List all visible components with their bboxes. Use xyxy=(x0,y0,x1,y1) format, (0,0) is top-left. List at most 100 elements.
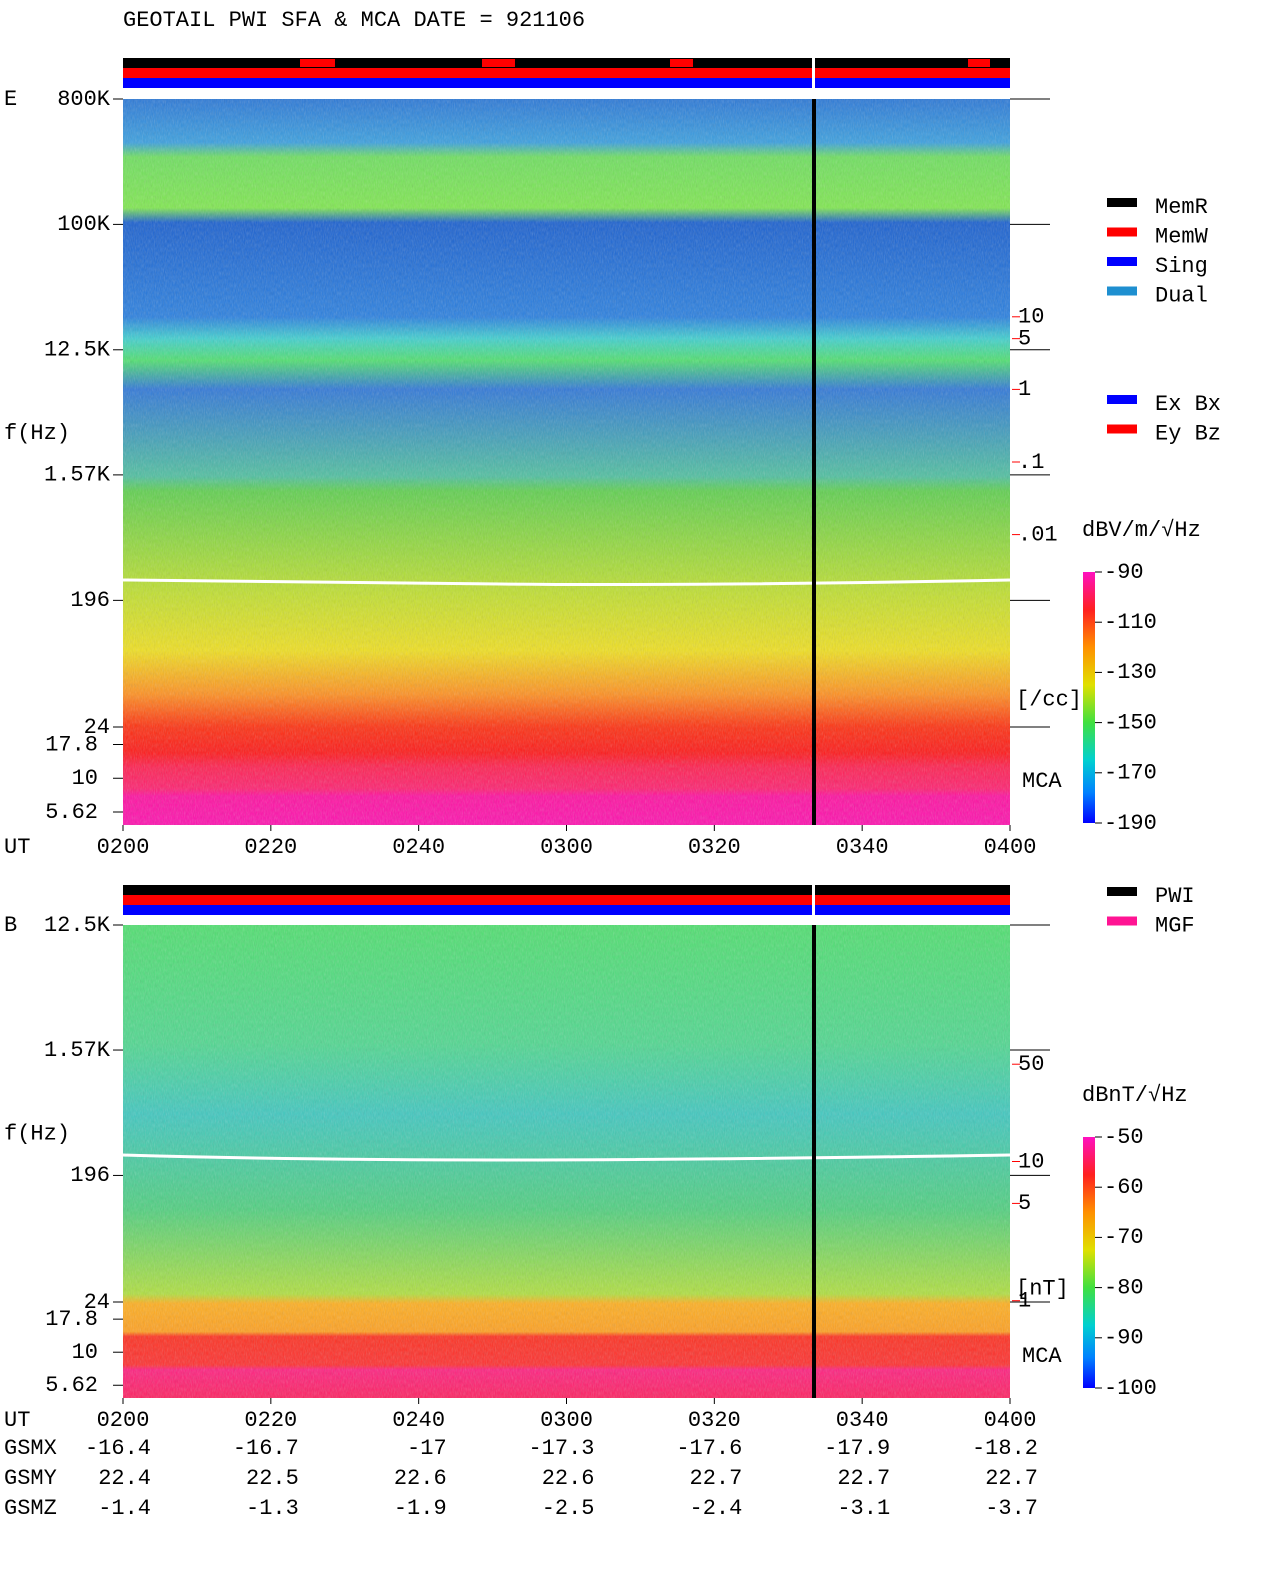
legend-label: PWI xyxy=(1155,884,1195,909)
y-tick-label: 12.5K xyxy=(44,338,111,363)
orbit-value: -1.4 xyxy=(98,1496,151,1521)
x-tick-label: 0340 xyxy=(836,1408,889,1433)
y-tick-label: 800K xyxy=(57,87,111,112)
y2-tick-label: .1 xyxy=(1018,450,1044,475)
colorbar-tick-label: -60 xyxy=(1104,1175,1144,1200)
y-tick-label: 100K xyxy=(57,212,111,237)
y2-tick-label: 10 xyxy=(1018,305,1044,330)
orbit-value: 22.7 xyxy=(690,1466,743,1491)
x-label: UT xyxy=(4,835,30,860)
colorbar-tick-label: -90 xyxy=(1104,560,1144,585)
legend-label: MemR xyxy=(1155,195,1208,220)
legend-swatch xyxy=(1107,198,1137,207)
orbit-row-name: GSMZ xyxy=(4,1496,57,1521)
x-label: UT xyxy=(4,1408,30,1433)
x-tick-label: 0200 xyxy=(97,835,150,860)
legend-swatch xyxy=(1107,286,1137,296)
legend-label: Dual xyxy=(1155,283,1208,308)
title: GEOTAIL PWI SFA & MCA DATE = 921106 xyxy=(123,8,585,33)
orbit-value: 22.7 xyxy=(985,1466,1038,1491)
orbit-value: 22.7 xyxy=(837,1466,890,1491)
orbit-value: -17 xyxy=(407,1436,447,1461)
x-tick-label: 0220 xyxy=(244,835,297,860)
x-tick-label: 0240 xyxy=(392,835,445,860)
x-tick-label: 0400 xyxy=(984,835,1037,860)
y-tick-label: 1.57K xyxy=(44,463,111,488)
legend-label: Ex Bx xyxy=(1155,392,1221,417)
y-label: f(Hz) xyxy=(4,421,70,446)
y2-unit: [nT] xyxy=(1016,1277,1069,1302)
colorbar xyxy=(1083,572,1095,823)
orbit-value: 22.6 xyxy=(394,1466,447,1491)
orbit-value: -17.6 xyxy=(676,1436,742,1461)
colorbar-tick-label: -190 xyxy=(1104,811,1157,836)
status-bars xyxy=(123,58,1010,915)
x-tick-label: 0220 xyxy=(244,1408,297,1433)
x-tick-label: 0300 xyxy=(540,1408,593,1433)
legend-label: Ey Bz xyxy=(1155,421,1221,446)
y-tick-label: 196 xyxy=(70,588,110,613)
orbit-value: -18.2 xyxy=(972,1436,1038,1461)
colorbar-tick-label: -130 xyxy=(1104,660,1157,685)
orbit-value: -3.7 xyxy=(985,1496,1038,1521)
y2-tick-label: 10 xyxy=(1018,1149,1044,1174)
colorbar-tick-label: -90 xyxy=(1104,1326,1144,1351)
x-tick-label: 0300 xyxy=(540,835,593,860)
mca-tick-label: 10 xyxy=(72,766,98,791)
y-tick-label: 1.57K xyxy=(44,1038,111,1063)
legend-swatch xyxy=(1107,887,1137,896)
legend-label: MemW xyxy=(1155,224,1209,249)
orbit-value: -3.1 xyxy=(837,1496,890,1521)
y-label: f(Hz) xyxy=(4,1121,70,1146)
colorbar-label: dBnT/√Hz xyxy=(1082,1083,1188,1108)
orbit-row-name: GSMX xyxy=(4,1436,57,1461)
colorbar-tick-label: -70 xyxy=(1104,1225,1144,1250)
x-tick-label: 0240 xyxy=(392,1408,445,1433)
y2-unit: [/cc] xyxy=(1016,687,1082,712)
legend-swatch xyxy=(1107,227,1137,237)
legend-label: Sing xyxy=(1155,254,1208,279)
colorbar-tick-label: -170 xyxy=(1104,761,1157,786)
x-tick-label: 0200 xyxy=(97,1408,150,1433)
y2-tick-label: 50 xyxy=(1018,1052,1044,1077)
x-tick-label: 0320 xyxy=(688,835,741,860)
legend-swatch xyxy=(1107,395,1137,404)
colorbar-tick-label: -50 xyxy=(1104,1125,1144,1150)
y-tick-label: 12.5K xyxy=(44,913,111,938)
orbit-value: 22.4 xyxy=(98,1466,151,1491)
mca-label: MCA xyxy=(1022,1344,1062,1369)
y-tick-label: 24 xyxy=(84,1290,110,1315)
spectrogram-e xyxy=(122,99,1011,825)
colorbar-tick-label: -100 xyxy=(1104,1376,1157,1401)
colorbar-label: dBV/m/√Hz xyxy=(1082,518,1201,543)
panel-label: B xyxy=(4,913,17,938)
mca-tick-label: 5.62 xyxy=(45,1373,98,1398)
mca-tick-label: 17.8 xyxy=(45,732,98,757)
colorbar-tick-label: -150 xyxy=(1104,710,1157,735)
orbit-value: -16.7 xyxy=(233,1436,299,1461)
legend-swatch xyxy=(1107,257,1137,266)
orbit-row-name: GSMY xyxy=(4,1466,57,1491)
orbit-value: -2.5 xyxy=(542,1496,595,1521)
orbit-value: -1.9 xyxy=(394,1496,447,1521)
x-tick-label: 0400 xyxy=(984,1408,1037,1433)
y2-tick-label: 5 xyxy=(1018,326,1031,351)
spectrogram-b xyxy=(122,925,1011,1398)
orbit-value: 22.5 xyxy=(246,1466,299,1491)
orbit-value: -16.4 xyxy=(85,1436,151,1461)
y-tick-label: 24 xyxy=(84,715,110,740)
colorbar xyxy=(1083,1137,1095,1388)
legend-swatch xyxy=(1107,916,1137,926)
x-tick-label: 0320 xyxy=(688,1408,741,1433)
y-tick-label: 196 xyxy=(70,1163,110,1188)
y2-tick-label: 1 xyxy=(1018,377,1031,402)
mca-label: MCA xyxy=(1022,769,1062,794)
colorbar-tick-label: -110 xyxy=(1104,610,1157,635)
orbit-value: -2.4 xyxy=(690,1496,743,1521)
y2-tick-label: .01 xyxy=(1018,522,1058,547)
mca-tick-label: 10 xyxy=(72,1340,98,1365)
x-tick-label: 0340 xyxy=(836,835,889,860)
y2-tick-label: 5 xyxy=(1018,1191,1031,1216)
legend-label: MGF xyxy=(1155,913,1195,938)
